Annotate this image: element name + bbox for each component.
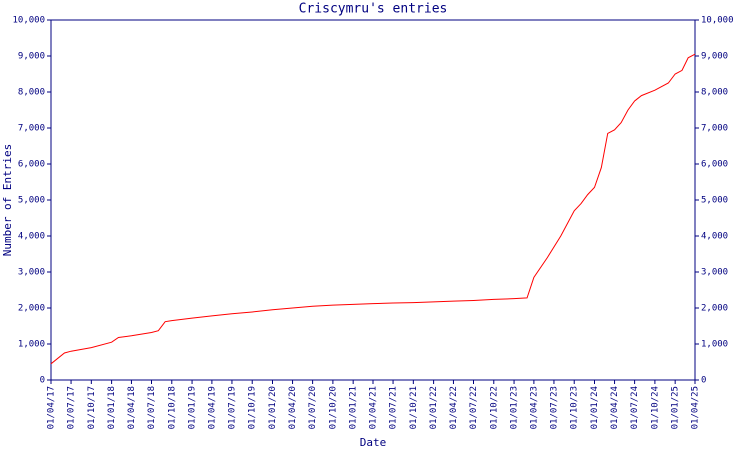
x-tick-label: 01/01/25	[671, 386, 681, 429]
x-tick-label: 01/04/20	[288, 386, 298, 429]
y2-tick-label: 9,000	[701, 52, 728, 62]
x-tick-label: 01/10/17	[87, 386, 97, 429]
y2-tick-label: 8,000	[701, 88, 728, 98]
x-tick-label: 01/07/18	[147, 386, 157, 429]
x-tick-label: 01/07/21	[389, 386, 399, 429]
x-tick-label: 01/07/23	[549, 386, 559, 429]
y-tick-label: 3,000	[18, 268, 45, 278]
x-tick-label: 01/04/23	[529, 386, 539, 429]
chart-title: Criscymru's entries	[299, 2, 448, 17]
y-tick-label: 6,000	[18, 160, 45, 170]
x-tick-label: 01/01/24	[590, 386, 600, 429]
y2-tick-label: 7,000	[701, 124, 728, 134]
x-tick-label: 01/04/17	[47, 386, 57, 429]
x-tick-label: 01/04/24	[610, 386, 620, 429]
x-tick-label: 01/07/24	[630, 386, 640, 429]
x-tick-label: 01/10/21	[409, 386, 419, 429]
y2-tick-label: 5,000	[701, 196, 728, 206]
y-tick-label: 9,000	[18, 52, 45, 62]
y2-tick-label: 1,000	[701, 340, 728, 350]
y-tick-label: 8,000	[18, 88, 45, 98]
x-axis-label: Date	[360, 436, 387, 449]
x-tick-label: 01/01/21	[349, 386, 359, 429]
x-tick-label: 01/01/23	[510, 386, 520, 429]
x-tick-label: 01/04/21	[369, 386, 379, 429]
x-tick-label: 01/07/17	[67, 386, 77, 429]
series-line	[50, 53, 696, 365]
x-tick-label: 01/04/18	[127, 386, 137, 429]
x-tick-label: 01/07/20	[308, 386, 318, 429]
x-tick-label: 01/01/22	[429, 386, 439, 429]
y-tick-label: 2,000	[18, 304, 45, 314]
y-tick-label: 1,000	[18, 340, 45, 350]
x-tick-label: 01/04/19	[207, 386, 217, 429]
x-tick-label: 01/10/18	[167, 386, 177, 429]
y2-tick-label: 10,000	[701, 16, 734, 26]
y-tick-label: 0	[40, 376, 45, 386]
x-tick-label: 01/10/22	[489, 386, 499, 429]
x-tick-label: 01/10/23	[570, 386, 580, 429]
y-tick-label: 10,000	[12, 16, 45, 26]
x-tick-label: 01/04/25	[691, 386, 701, 429]
x-tick-label: 01/01/18	[107, 386, 117, 429]
y-axis-label: Number of Entries	[1, 144, 14, 257]
x-tick-label: 01/10/20	[328, 386, 338, 429]
y2-tick-label: 3,000	[701, 268, 728, 278]
y-tick-label: 7,000	[18, 124, 45, 134]
x-tick-label: 01/10/19	[248, 386, 258, 429]
plot-frame	[50, 19, 696, 381]
x-tick-label: 01/07/19	[227, 386, 237, 429]
y2-tick-label: 6,000	[701, 160, 728, 170]
y2-tick-label: 0	[701, 376, 706, 386]
y-tick-label: 5,000	[18, 196, 45, 206]
x-tick-label: 01/04/22	[449, 386, 459, 429]
y2-tick-label: 2,000	[701, 304, 728, 314]
y2-tick-label: 4,000	[701, 232, 728, 242]
x-tick-label: 01/01/20	[268, 386, 278, 429]
y-tick-label: 4,000	[18, 232, 45, 242]
x-tick-label: 01/10/24	[650, 386, 660, 429]
x-tick-label: 01/01/19	[188, 386, 198, 429]
x-tick-label: 01/07/22	[469, 386, 479, 429]
